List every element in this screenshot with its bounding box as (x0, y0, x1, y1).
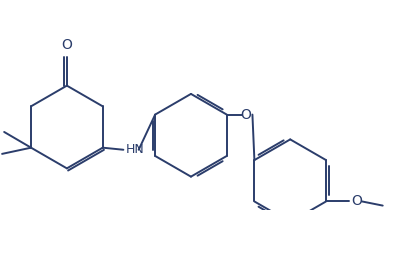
Text: HN: HN (125, 143, 144, 156)
Text: O: O (61, 38, 72, 52)
Text: O: O (240, 108, 251, 122)
Text: O: O (351, 195, 362, 209)
